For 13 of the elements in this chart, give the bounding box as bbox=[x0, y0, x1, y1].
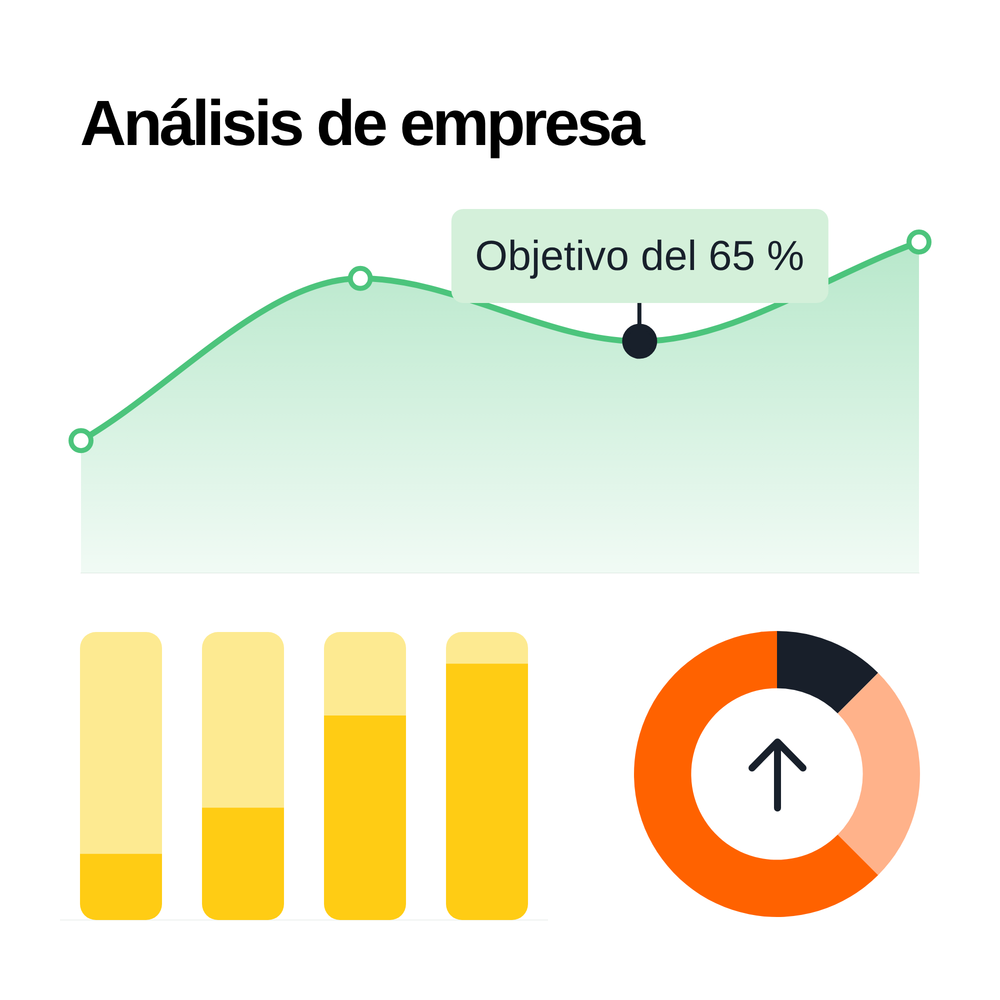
chart-title: Análisis de empresa bbox=[80, 87, 642, 159]
point bbox=[68, 428, 94, 454]
bar bbox=[324, 716, 406, 920]
bar bbox=[202, 808, 284, 920]
bar bbox=[80, 854, 162, 920]
bar bbox=[324, 632, 406, 716]
bar bbox=[80, 632, 162, 854]
bar bbox=[446, 664, 528, 920]
point bbox=[348, 266, 373, 291]
annotation: Objetivo del 65 % bbox=[451, 209, 828, 304]
bar bbox=[446, 632, 528, 664]
point bbox=[906, 230, 932, 254]
bar bbox=[202, 632, 284, 808]
